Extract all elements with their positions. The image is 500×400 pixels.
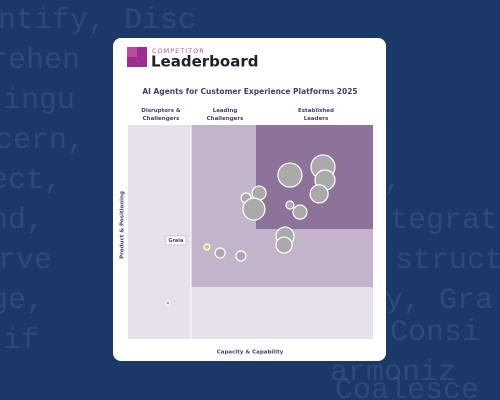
eyebrow: COMPETITOR [152, 47, 205, 55]
background-word: rehen [0, 44, 80, 78]
background-word: tegrat [390, 204, 498, 238]
zone-header: Established Leaders [298, 108, 334, 122]
zone-leaders [256, 125, 373, 229]
background-code: entify, Discrehentingucern,ect,ine,nd,te… [0, 4, 500, 400]
background-word: cern, [0, 124, 85, 158]
bubble [285, 200, 295, 210]
background-word: armoniz [330, 356, 456, 390]
bubble [203, 243, 211, 251]
zone-header: Disruptors & Challengers [141, 108, 181, 122]
point-label: Graia [168, 238, 183, 244]
bubble [277, 162, 303, 188]
bubble [214, 247, 226, 259]
bubble [165, 300, 171, 306]
background-word: y, Gra [385, 284, 493, 318]
background-word: nd, [0, 204, 44, 238]
brand: Leaderboard [151, 53, 258, 71]
bubble [309, 184, 329, 204]
chart-title: AI Agents for Customer Experience Platfo… [142, 87, 357, 96]
background-word: erve [0, 244, 52, 278]
bubble [235, 250, 247, 262]
bubble [292, 204, 308, 220]
background-word: tif [0, 324, 39, 358]
background-word: Coalesce [335, 374, 479, 400]
x-axis-label: Capacity & Capability [217, 350, 284, 356]
bubble [275, 236, 293, 254]
y-axis-label: Product & Positioning [120, 191, 126, 259]
plot: Graia [165, 154, 336, 306]
logo-mark-accent [127, 47, 137, 57]
point-label-box [165, 235, 187, 246]
background-word: ge, [0, 284, 44, 318]
background-word: Consi [390, 316, 480, 350]
zone-header: Leading Challengers [207, 108, 244, 122]
background-word: ect, [0, 164, 62, 198]
bubble [242, 197, 266, 221]
background-word: entify, Disc [0, 4, 196, 38]
background-word: tingu [0, 84, 75, 118]
background-word: struct [395, 244, 500, 278]
